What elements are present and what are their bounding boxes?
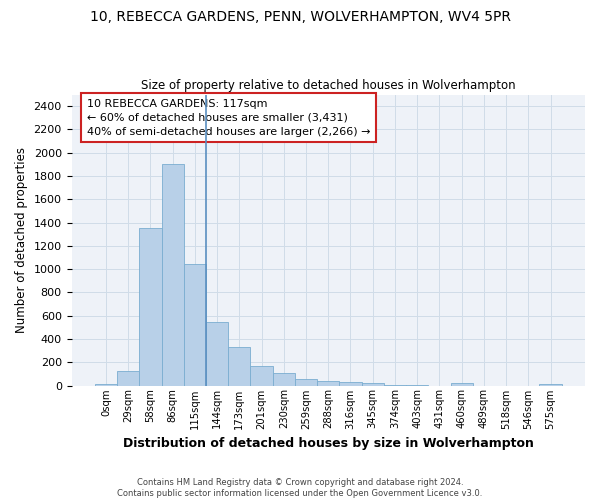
Bar	[206, 322, 228, 386]
Bar	[250, 366, 272, 386]
X-axis label: Distribution of detached houses by size in Wolverhampton: Distribution of detached houses by size …	[123, 437, 534, 450]
Bar	[362, 384, 384, 386]
Bar	[317, 381, 340, 386]
Bar	[384, 385, 406, 386]
Bar	[406, 385, 428, 386]
Bar	[161, 164, 184, 386]
Bar	[539, 384, 562, 386]
Title: Size of property relative to detached houses in Wolverhampton: Size of property relative to detached ho…	[141, 79, 515, 92]
Text: 10, REBECCA GARDENS, PENN, WOLVERHAMPTON, WV4 5PR: 10, REBECCA GARDENS, PENN, WOLVERHAMPTON…	[89, 10, 511, 24]
Bar	[95, 384, 117, 386]
Bar	[139, 228, 161, 386]
Bar	[295, 378, 317, 386]
Bar	[228, 346, 250, 386]
Bar	[272, 374, 295, 386]
Bar	[117, 371, 139, 386]
Text: 10 REBECCA GARDENS: 117sqm
← 60% of detached houses are smaller (3,431)
40% of s: 10 REBECCA GARDENS: 117sqm ← 60% of deta…	[87, 99, 370, 137]
Bar	[340, 382, 362, 386]
Y-axis label: Number of detached properties: Number of detached properties	[15, 147, 28, 333]
Bar	[184, 264, 206, 386]
Bar	[451, 383, 473, 386]
Text: Contains HM Land Registry data © Crown copyright and database right 2024.
Contai: Contains HM Land Registry data © Crown c…	[118, 478, 482, 498]
